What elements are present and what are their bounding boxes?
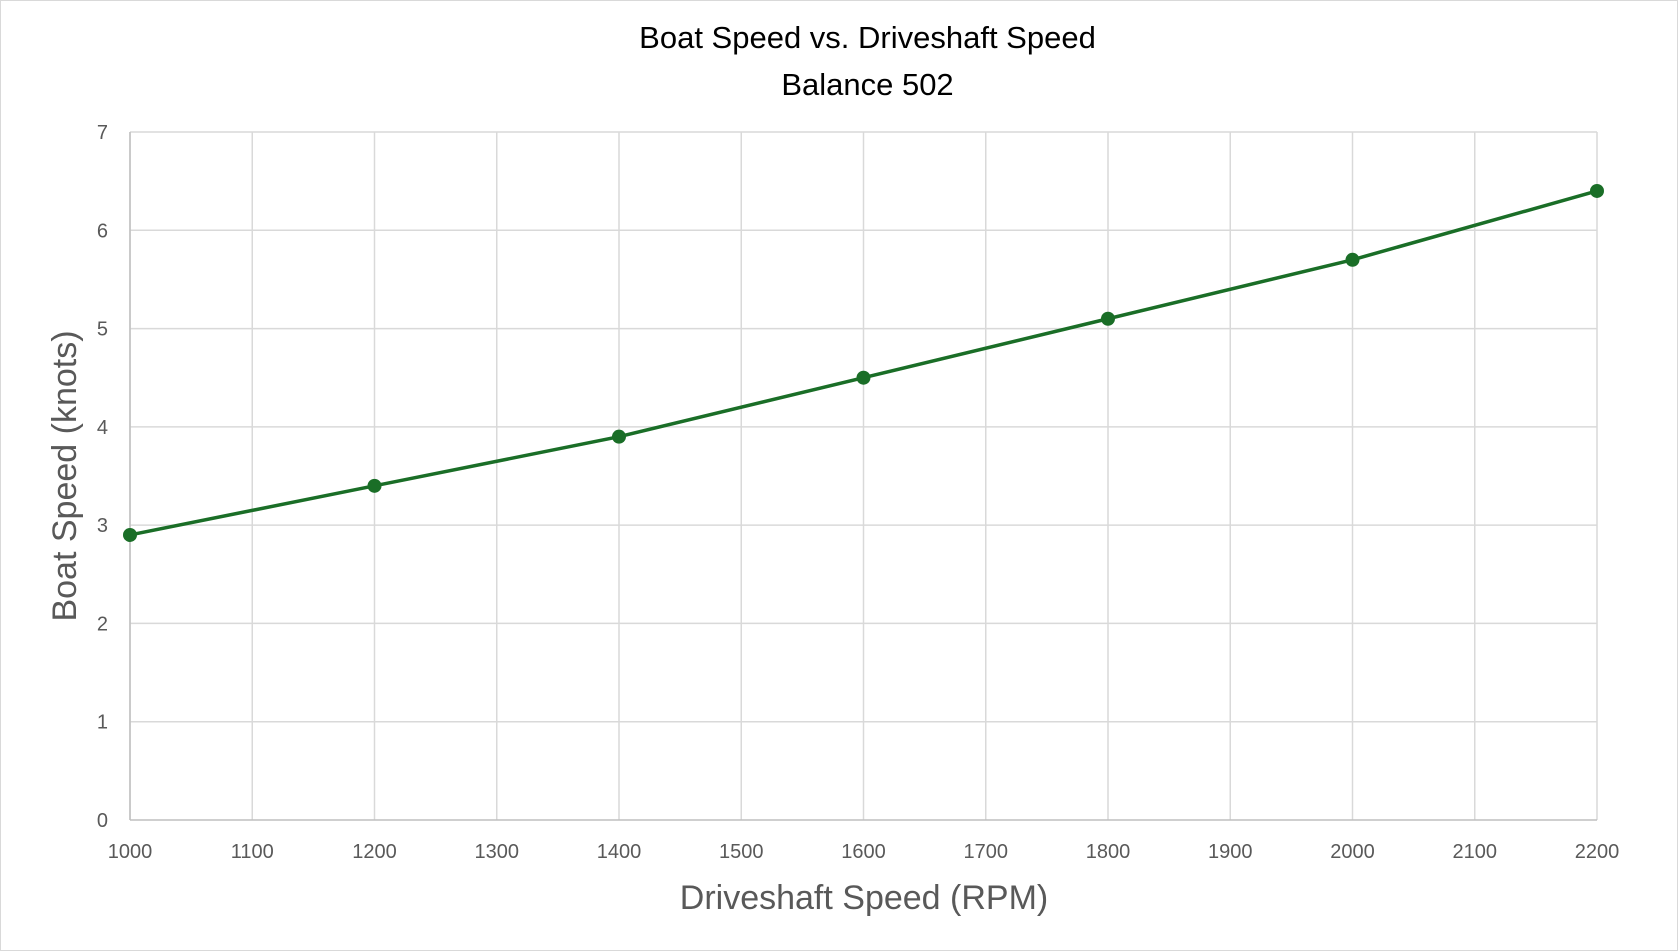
data-point — [1101, 311, 1115, 326]
chart-title: Boat Speed vs. Driveshaft Speed — [639, 20, 1096, 55]
x-tick-label: 2100 — [1453, 841, 1498, 863]
data-point — [856, 370, 871, 385]
x-tick-label: 1500 — [719, 841, 764, 863]
data-point — [367, 478, 382, 493]
y-tick-label: 2 — [97, 613, 108, 635]
y-tick-label: 7 — [97, 122, 108, 144]
data-point — [612, 429, 626, 444]
y-tick-label: 6 — [97, 220, 108, 242]
x-tick-label: 1600 — [841, 841, 886, 863]
x-tick-label: 1200 — [352, 841, 397, 863]
data-point — [1590, 183, 1604, 198]
x-tick-label: 1100 — [231, 841, 274, 863]
x-tick-label: 2000 — [1330, 841, 1375, 863]
x-tick-label: 1300 — [475, 841, 520, 863]
x-tick-label: 1000 — [108, 841, 153, 863]
x-tick-label: 1800 — [1086, 841, 1131, 863]
y-tick-label: 3 — [97, 515, 108, 537]
data-point — [1345, 252, 1360, 267]
y-tick-label: 1 — [97, 712, 108, 734]
y-tick-label: 4 — [97, 417, 108, 439]
chart-subtitle: Balance 502 — [781, 67, 954, 102]
x-axis-title: Driveshaft Speed (RPM) — [680, 879, 1048, 917]
y-tick-label: 5 — [97, 319, 108, 341]
y-axis-title: Boat Speed (knots) — [46, 330, 84, 621]
data-point — [123, 527, 137, 542]
x-tick-label: 2200 — [1575, 841, 1620, 863]
x-tick-label: 1900 — [1208, 841, 1253, 863]
y-tick-label: 0 — [97, 810, 108, 832]
x-tick-label: 1400 — [597, 841, 642, 863]
x-tick-label: 1700 — [964, 841, 1009, 863]
